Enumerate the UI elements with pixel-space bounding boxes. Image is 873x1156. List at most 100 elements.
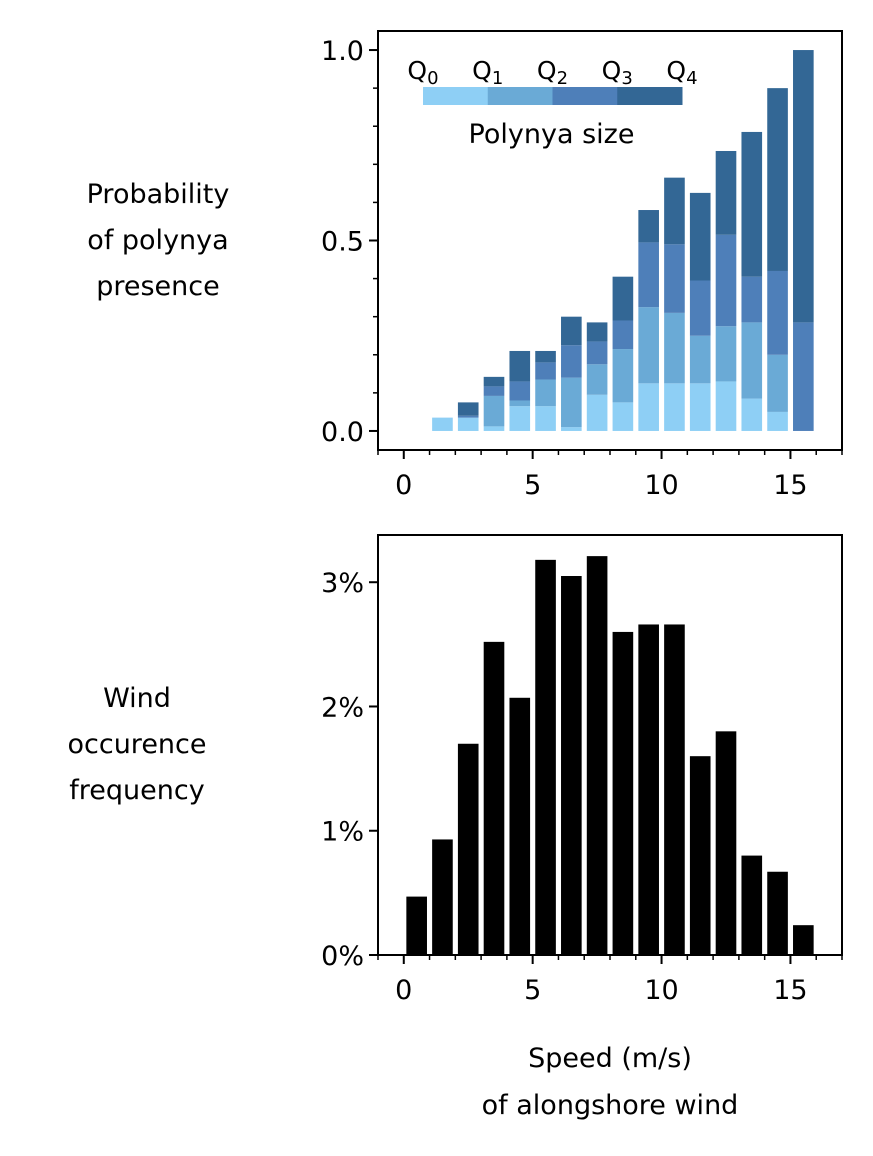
top-ylabel-line-1: Probability: [87, 179, 230, 210]
top-bar-q2-7: [612, 320, 634, 350]
top-bar-q0-0: [432, 417, 453, 431]
top-bar-q3-14: [793, 50, 814, 323]
top-bar-q2-4: [535, 362, 556, 380]
top-xtick-label: 15: [773, 470, 807, 501]
legend-swatch-q3: [617, 87, 683, 105]
top-bar-q1-9: [664, 312, 685, 384]
bottom-bar-0: [406, 896, 427, 955]
top-bar-q2-11: [715, 234, 737, 327]
bottom-bar-3: [483, 641, 505, 955]
top-bar-q1-7: [612, 349, 634, 403]
legend-title: Polynya size: [469, 119, 635, 150]
top-bar-q0-6: [586, 394, 608, 431]
legend-label-q3: Q3: [602, 56, 633, 89]
top-bar-q0-9: [664, 383, 685, 431]
top-bar-q2-2: [483, 386, 505, 396]
polynya-size-legend: Q0 Q1 Q2 Q3 Q4 Polynya size: [407, 56, 697, 150]
bottom-bar-4: [509, 697, 531, 955]
bottom-ytick-label: 3%: [321, 568, 364, 599]
top-ytick-label: 0.5: [321, 227, 364, 258]
top-bar-q1-3: [509, 400, 531, 407]
top-bar-q0-13: [767, 411, 788, 431]
top-ylabel-line-3: presence: [96, 271, 220, 302]
bottom-bars: [406, 556, 814, 955]
bottom-xtick-label: 15: [773, 975, 807, 1006]
top-bar-q3-6: [586, 322, 608, 342]
bottom-ytick-label: 2%: [321, 692, 364, 723]
top-bar-q3-4: [535, 350, 556, 363]
top-bar-q2-12: [741, 276, 763, 323]
legend-label-q1: Q1: [472, 56, 503, 89]
top-bar-q0-5: [561, 427, 582, 431]
top-bar-q2-13: [767, 270, 788, 355]
bottom-xlabel-line-2: of alongshore wind: [482, 1090, 739, 1121]
bottom-bar-6: [561, 576, 582, 955]
legend-swatch-q1: [487, 87, 553, 105]
top-xtick-label: 0: [395, 470, 412, 501]
bottom-ticks: 0 5 10 15 0% 1% 2% 3%: [321, 568, 843, 1006]
top-bar-q3-7: [612, 276, 634, 321]
top-axes-frame: [377, 30, 843, 451]
bottom-ylabel-line-3: frequency: [69, 775, 204, 806]
top-ytick-label: 1.0: [321, 36, 364, 67]
bottom-ytick-label: 0%: [321, 941, 364, 972]
bottom-axes-frame: [377, 534, 843, 956]
top-bar-q3-10: [689, 192, 711, 281]
bottom-bar-14: [767, 871, 788, 955]
bottom-xlabel-line-1: Speed (m/s): [528, 1043, 692, 1074]
bottom-bar-10: [664, 624, 685, 955]
top-bar-q3-13: [767, 88, 788, 271]
top-bar-q0-3: [509, 406, 531, 431]
top-bar-q2-8: [638, 242, 659, 308]
bottom-bar-5: [535, 559, 556, 955]
bottom-bar-1: [432, 839, 453, 955]
bottom-ylabel-line-2: occurence: [67, 729, 206, 760]
top-bar-q0-12: [741, 398, 763, 431]
top-bar-q1-2: [483, 395, 505, 427]
bottom-bar-11: [689, 756, 711, 955]
legend-swatch-q2: [552, 87, 618, 105]
legend-label-q4: Q4: [666, 56, 697, 89]
legend-label-q0: Q0: [407, 56, 438, 89]
top-bar-q1-5: [561, 377, 582, 428]
top-bar-q2-1: [457, 415, 479, 418]
top-ylabel-line-2: of polynya: [87, 225, 228, 256]
top-xtick-label: 10: [644, 470, 678, 501]
top-bar-q3-9: [664, 177, 685, 245]
bottom-bar-8: [612, 631, 634, 955]
bottom-xtick-label: 5: [524, 975, 541, 1006]
top-bar-q3-1: [457, 402, 479, 416]
top-bar-q2-5: [561, 345, 582, 378]
top-bar-q2-6: [586, 341, 608, 365]
top-bar-q0-2: [483, 426, 505, 431]
bottom-bar-9: [638, 624, 659, 955]
legend-swatch-q0: [423, 87, 489, 105]
top-bar-q3-8: [638, 210, 659, 243]
polynya-probability-panel: Probability of polynya presence 0 5 10 15 0.…: [87, 30, 843, 501]
bottom-bar-13: [741, 855, 763, 955]
wind-frequency-panel: Wind occurence frequency 0 5 10 150%1%2%3% …: [67, 534, 843, 1121]
bottom-bar-12: [715, 731, 737, 955]
top-bar-q0-1: [457, 417, 479, 431]
top-bar-q2-3: [509, 381, 531, 401]
top-bar-q3-5: [561, 316, 582, 346]
top-bar-q1-10: [689, 335, 711, 384]
top-bar-q3-11: [715, 150, 737, 235]
bottom-bar-7: [586, 556, 608, 955]
top-bar-q1-8: [638, 307, 659, 384]
top-ytick-label: 0.0: [321, 417, 364, 448]
bottom-ytick-label: 1%: [321, 817, 364, 848]
top-bar-q1-11: [715, 326, 737, 382]
bottom-ylabel-line-1: Wind: [103, 683, 171, 714]
top-bar-q2-14: [793, 322, 814, 431]
top-bar-q0-7: [612, 402, 634, 431]
top-bars: [432, 50, 814, 431]
bottom-bar-2: [457, 743, 479, 955]
top-bar-q1-6: [586, 364, 608, 395]
top-bar-q2-9: [664, 244, 685, 313]
top-bar-q0-10: [689, 383, 711, 431]
top-bar-q3-3: [509, 350, 531, 382]
top-bar-q0-8: [638, 383, 659, 431]
top-bar-q3-12: [741, 131, 763, 277]
